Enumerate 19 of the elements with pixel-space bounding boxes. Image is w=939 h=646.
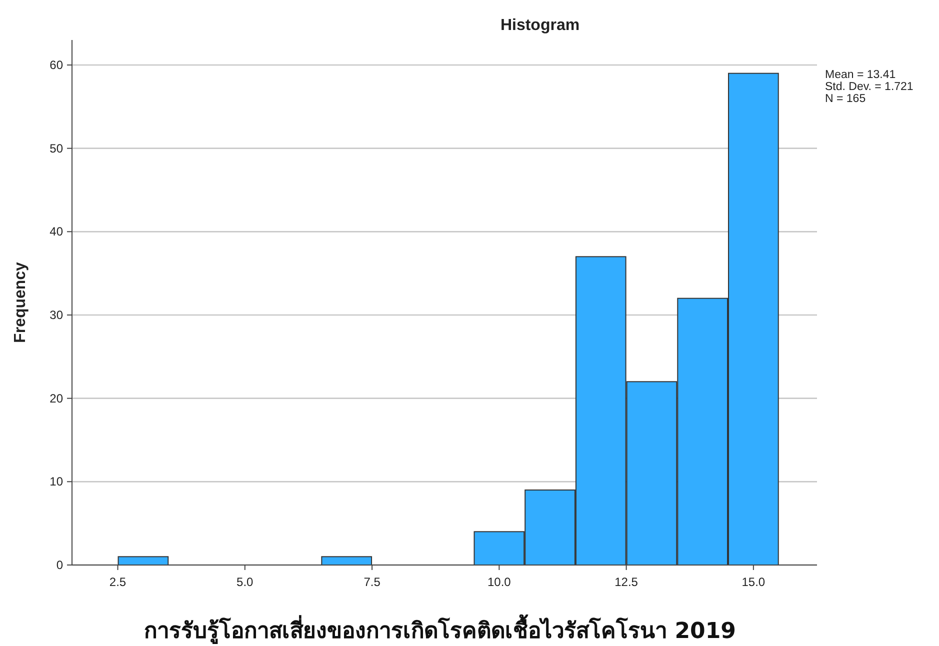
text: N = 165 <box>825 93 866 105</box>
y-tick-label: 50 <box>50 141 64 156</box>
y-tick-label: 60 <box>50 58 64 72</box>
chart-title: Histogram <box>500 17 580 34</box>
y-tick-label: 30 <box>50 308 64 322</box>
text: Std. Dev. = 1.721 <box>825 81 914 93</box>
x-tick-label: 5.0 <box>236 575 254 589</box>
x-tick-label: 10.0 <box>487 575 512 589</box>
x-tick-label: 12.5 <box>614 575 638 589</box>
x-axis-title: การรับรู้โอกาสเสี่ยงของการเกิดโรคติดเชื้อไวรัสโคโรนา 2019 <box>144 614 736 645</box>
y-tick-label: 20 <box>50 391 64 406</box>
y-axis-title: Frequency <box>12 262 29 343</box>
y-tick-label: 40 <box>50 224 64 239</box>
x-tick-label: 15.0 <box>742 575 766 589</box>
x-tick-label: 2.5 <box>109 575 126 589</box>
y-tick-label: 0 <box>56 558 64 572</box>
text: Mean = 13.41 <box>825 69 896 81</box>
x-tick-label: 7.5 <box>364 575 381 589</box>
y-tick-label: 10 <box>50 474 64 489</box>
